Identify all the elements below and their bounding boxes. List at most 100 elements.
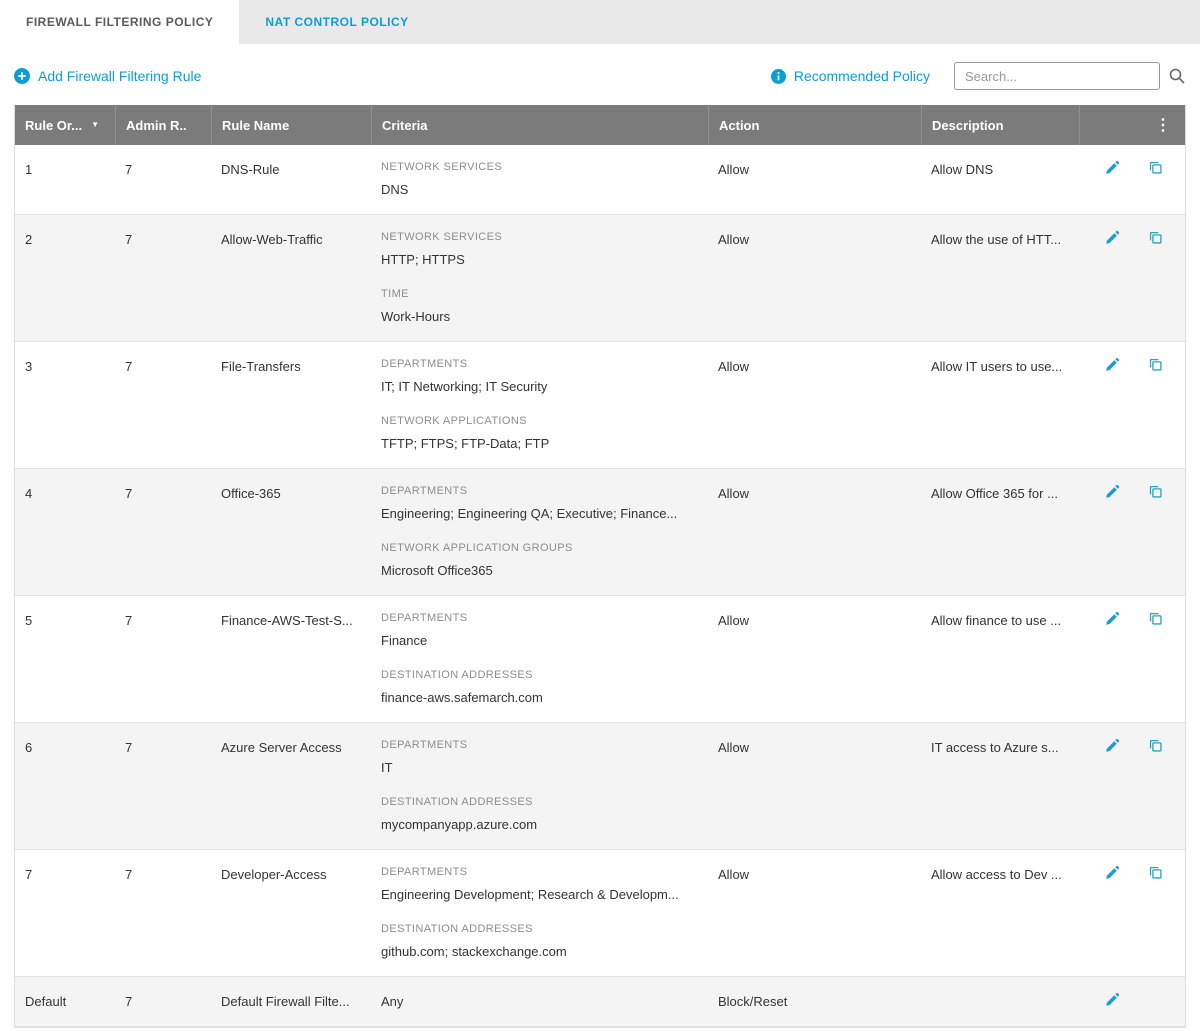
copy-rule-button[interactable] (1148, 611, 1163, 626)
criteria-value: github.com; stackexchange.com (381, 944, 567, 959)
column-header-admin-rank[interactable]: Admin R.. (115, 105, 211, 145)
admin-rank-cell: 7 (125, 232, 133, 247)
admin-rank-cell: 7 (125, 740, 133, 755)
criteria-group: NETWORK APPLICATION GROUPS Microsoft Offi… (381, 541, 698, 580)
action-cell: Allow (718, 867, 750, 882)
edit-rule-button[interactable] (1105, 357, 1120, 372)
criteria-type-label: DEPARTMENTS (381, 866, 468, 878)
criteria-group: NETWORK APPLICATIONS TFTP; FTPS; FTP-Data… (381, 414, 698, 453)
description-cell: Allow the use of HTT... (931, 232, 1062, 247)
edit-rule-button[interactable] (1105, 611, 1120, 626)
criteria-value: HTTP; HTTPS (381, 252, 465, 267)
criteria-group: DESTINATION ADDRESSES github.com; stackex… (381, 922, 698, 961)
table-body: 1 7 DNS-Rule NETWORK SERVICES DNS Allow A… (15, 145, 1185, 1027)
column-header-rule-name[interactable]: Rule Name (211, 105, 371, 145)
edit-rule-button[interactable] (1105, 865, 1120, 880)
column-header-action[interactable]: Action (708, 105, 921, 145)
admin-rank-cell: 7 (125, 994, 133, 1009)
search-icon[interactable] (1168, 67, 1186, 85)
add-firewall-rule-button[interactable]: Add Firewall Filtering Rule (14, 68, 201, 84)
rules-table: Rule Or... ▼ Admin R.. Rule Name Criteri… (14, 105, 1186, 1028)
criteria-group: DEPARTMENTS Engineering Development; Rese… (381, 865, 698, 904)
criteria-value: Work-Hours (381, 309, 451, 324)
table-row[interactable]: 5 7 Finance-AWS-Test-S... DEPARTMENTS Fin… (15, 596, 1185, 723)
copy-rule-button[interactable] (1148, 160, 1163, 175)
copy-rule-button[interactable] (1148, 357, 1163, 372)
table-row[interactable]: 3 7 File-Transfers DEPARTMENTS IT; IT Net… (15, 342, 1185, 469)
rule-name-cell: Office-365 (221, 486, 281, 501)
criteria-type-label: NETWORK APPLICATIONS (381, 415, 527, 427)
criteria-type-label: NETWORK SERVICES (381, 161, 503, 173)
tab-bar: FIREWALL FILTERING POLICY NAT CONTROL PO… (0, 0, 1200, 44)
criteria-cell: DEPARTMENTS Finance DESTINATION ADDRESSES f… (371, 596, 708, 722)
tab-firewall-filtering-policy[interactable]: FIREWALL FILTERING POLICY (0, 0, 240, 44)
toolbar: Add Firewall Filtering Rule Recommended … (0, 44, 1200, 105)
edit-rule-button[interactable] (1105, 230, 1120, 245)
add-firewall-rule-label: Add Firewall Filtering Rule (38, 68, 202, 84)
criteria-value: Finance (381, 633, 428, 648)
table-row[interactable]: Default 7 Default Firewall Filte... Any … (15, 977, 1185, 1027)
column-header-criteria[interactable]: Criteria (371, 105, 708, 145)
criteria-group: NETWORK SERVICES HTTP; HTTPS (381, 230, 698, 269)
column-header-description[interactable]: Description (921, 105, 1079, 145)
criteria-group: DEPARTMENTS Engineering; Engineering QA; … (381, 484, 698, 523)
criteria-cell: DEPARTMENTS Engineering; Engineering QA; … (371, 469, 708, 595)
table-row[interactable]: 7 7 Developer-Access DEPARTMENTS Engineer… (15, 850, 1185, 977)
criteria-group: DESTINATION ADDRESSES finance-aws.safemar… (381, 668, 698, 707)
copy-rule-button[interactable] (1148, 738, 1163, 753)
table-row[interactable]: 4 7 Office-365 DEPARTMENTS Engineering; E… (15, 469, 1185, 596)
criteria-type-label: DESTINATION ADDRESSES (381, 669, 533, 681)
kebab-vertical-icon[interactable]: ⋮ (1155, 117, 1171, 134)
caret-down-icon[interactable]: ▼ (91, 120, 99, 129)
criteria-value: Microsoft Office365 (381, 563, 493, 578)
edit-rule-button[interactable] (1105, 738, 1120, 753)
edit-rule-button[interactable] (1105, 992, 1120, 1007)
rule-order-cell: 7 (25, 867, 33, 882)
criteria-cell: DEPARTMENTS IT DESTINATION ADDRESSES mycomp… (371, 723, 708, 849)
rule-order-cell: 6 (25, 740, 33, 755)
column-header-rule-order[interactable]: Rule Or... ▼ (15, 105, 115, 145)
criteria-value: IT; IT Networking; IT Security (381, 379, 548, 394)
copy-rule-button[interactable] (1148, 230, 1163, 245)
admin-rank-cell: 7 (125, 613, 133, 628)
criteria-group: DEPARTMENTS IT; IT Networking; IT Securit… (381, 357, 698, 396)
column-header-label: Action (719, 117, 760, 133)
rule-order-cell: 3 (25, 359, 33, 374)
edit-rule-button[interactable] (1105, 160, 1120, 175)
row-actions-cell (1079, 145, 1185, 214)
criteria-cell: NETWORK SERVICES DNS (371, 145, 708, 214)
rule-name-cell: Azure Server Access (221, 740, 342, 755)
rule-name-cell: File-Transfers (221, 359, 301, 374)
row-actions-cell (1079, 977, 1185, 1026)
copy-rule-button[interactable] (1148, 484, 1163, 499)
criteria-type-label: DEPARTMENTS (381, 485, 468, 497)
column-header-label: Description (932, 117, 1004, 133)
table-row[interactable]: 2 7 Allow-Web-Traffic NETWORK SERVICES HT… (15, 215, 1185, 342)
rule-name-cell: Default Firewall Filte... (221, 994, 350, 1009)
column-header-actions: ⋮ (1079, 105, 1185, 145)
admin-rank-cell: 7 (125, 486, 133, 501)
rule-order-cell: 4 (25, 486, 33, 501)
criteria-value: Any (381, 994, 404, 1009)
table-header: Rule Or... ▼ Admin R.. Rule Name Criteri… (15, 105, 1185, 145)
rule-name-cell: DNS-Rule (221, 162, 280, 177)
tab-nat-control-policy[interactable]: NAT CONTROL POLICY (239, 0, 434, 44)
copy-rule-button[interactable] (1148, 865, 1163, 880)
tab-label: FIREWALL FILTERING POLICY (26, 15, 214, 29)
row-actions-cell (1079, 215, 1185, 341)
criteria-type-label: DEPARTMENTS (381, 358, 468, 370)
recommended-policy-button[interactable]: Recommended Policy (770, 68, 930, 84)
description-cell: IT access to Azure s... (931, 740, 1059, 755)
criteria-group: TIME Work-Hours (381, 287, 698, 326)
criteria-cell: Any (371, 977, 708, 1026)
table-row[interactable]: 6 7 Azure Server Access DEPARTMENTS IT DES… (15, 723, 1185, 850)
toolbar-right: Recommended Policy (770, 62, 1186, 90)
search-input[interactable] (954, 62, 1160, 90)
edit-rule-button[interactable] (1105, 484, 1120, 499)
criteria-value: DNS (381, 182, 409, 197)
rule-order-cell: 5 (25, 613, 33, 628)
table-row[interactable]: 1 7 DNS-Rule NETWORK SERVICES DNS Allow A… (15, 145, 1185, 215)
description-cell (921, 977, 1079, 1026)
criteria-group: DEPARTMENTS IT (381, 738, 698, 777)
admin-rank-cell: 7 (125, 867, 133, 882)
